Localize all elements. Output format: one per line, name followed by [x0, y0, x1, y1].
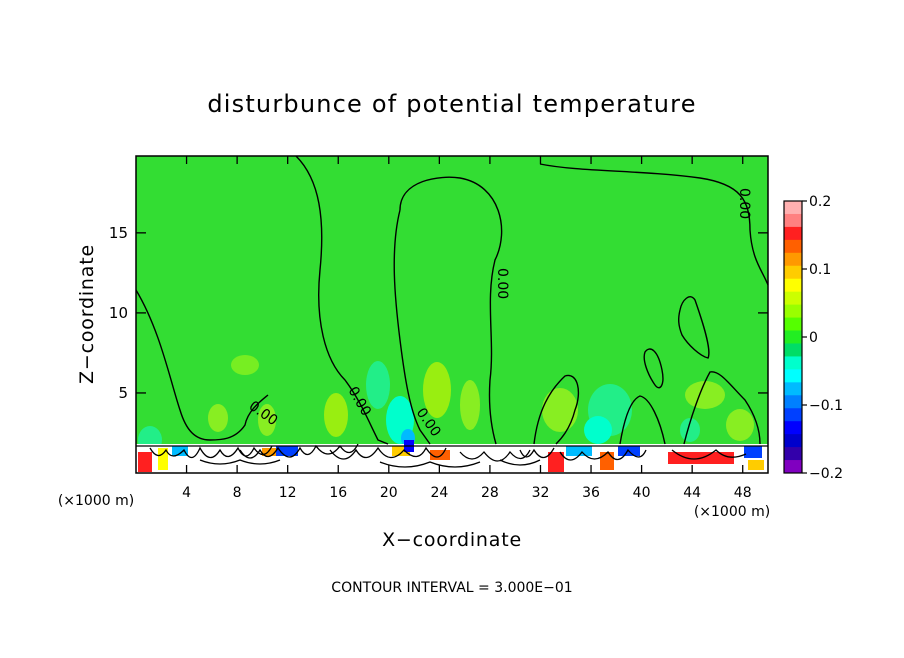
- colorbar-swatch: [784, 395, 802, 409]
- colorbar-swatch: [784, 447, 802, 461]
- y-tick-label: 5: [118, 384, 128, 402]
- cool-patch: [584, 416, 612, 444]
- colorbar-swatch: [784, 252, 802, 267]
- contour-line: [393, 209, 431, 445]
- colorbar-tick-label: −0.1: [809, 398, 843, 414]
- colorbar-swatch: [784, 291, 802, 306]
- x-tick-label: 12: [279, 485, 297, 501]
- surface-contours: [136, 443, 768, 468]
- contour-line: [135, 289, 269, 441]
- warm-patch: [208, 404, 228, 432]
- colorbar-swatch: [784, 460, 802, 474]
- contour-line: [619, 395, 666, 445]
- surface-cool: [172, 446, 188, 456]
- colorbar-swatch: [784, 356, 802, 370]
- cool-patch: [680, 418, 700, 442]
- colorbar-tick-label: 0: [809, 330, 818, 346]
- y-axis: 5 10 15: [109, 224, 768, 402]
- colorbar-swatch: [784, 265, 802, 280]
- contour-label: 0.00: [736, 188, 752, 219]
- warm-patch: [423, 362, 451, 418]
- surface-warm: [748, 460, 764, 470]
- contour-line: [533, 374, 580, 445]
- surface-layer: [136, 440, 768, 473]
- contour-line: [683, 371, 761, 445]
- x-tick-label: 16: [329, 485, 347, 501]
- x-tick-label: 4: [182, 485, 191, 501]
- contour-line: [643, 348, 664, 389]
- colorbar-swatch: [784, 278, 802, 293]
- colorbar-swatch: [784, 317, 802, 332]
- x-tick-label: 48: [734, 485, 752, 501]
- surface-warm: [600, 452, 614, 470]
- surface-warm: [158, 448, 168, 470]
- x-tick-label: 36: [582, 485, 600, 501]
- colorbar-swatch: [784, 434, 802, 448]
- surface-warm: [430, 450, 450, 460]
- warm-patch: [685, 381, 725, 409]
- surface-cool: [566, 446, 592, 456]
- contour-line: [677, 296, 710, 359]
- colorbar-swatch: [784, 408, 802, 422]
- contour-line: [399, 176, 503, 445]
- surface-cool: [744, 446, 762, 458]
- x-tick-label: 28: [481, 485, 499, 501]
- x-unit-left: (×1000 m): [58, 493, 134, 509]
- plot-area: [136, 156, 768, 473]
- colorbar-swatch: [784, 369, 802, 383]
- colorbar-tick-label: −0.2: [809, 466, 843, 482]
- colorbar-swatch: [784, 226, 802, 241]
- colorbar-swatch: [784, 421, 802, 435]
- x-tick-label: 8: [233, 485, 242, 501]
- warm-patch: [231, 355, 259, 375]
- colorbar-swatch: [784, 201, 802, 215]
- colorbar-tick-label: 0.2: [809, 194, 831, 210]
- contour-line: [295, 155, 389, 445]
- contour-interval-note: CONTOUR INTERVAL = 3.000E−01: [331, 580, 572, 596]
- x-axis-label: X−coordinate: [382, 529, 522, 551]
- zero-contours: [135, 155, 769, 445]
- colorbar-swatch: [784, 213, 802, 228]
- y-axis-label: Z−coordinate: [76, 244, 98, 384]
- x-tick-label: 44: [683, 485, 701, 501]
- colorbar-swatch: [784, 239, 802, 254]
- x-tick-label: 24: [430, 485, 448, 501]
- colorbar-swatch: [784, 343, 802, 357]
- contour-label: 0.00: [494, 268, 510, 299]
- surface-warm: [392, 446, 410, 456]
- y-tick-label: 15: [109, 224, 128, 242]
- colorbar-swatch: [784, 382, 802, 396]
- warm-patch: [542, 388, 578, 432]
- warm-patch: [324, 393, 348, 437]
- warm-patch: [258, 404, 276, 436]
- chart-title: disturbunce of potential temperature: [207, 90, 696, 118]
- contour-line: [539, 163, 769, 286]
- y-tick-label: 10: [109, 304, 128, 322]
- colorbar-swatch: [784, 304, 802, 319]
- surface-warm: [548, 452, 564, 472]
- warm-patch: [460, 380, 480, 430]
- surface-cool: [276, 446, 298, 456]
- colorbar-swatch: [784, 330, 802, 344]
- surface-warm: [262, 448, 280, 456]
- x-axis: 4 8 12 16 20 24 28 32 36 40 44 48: [182, 156, 752, 501]
- plot-frame: [135, 155, 769, 474]
- x-tick-label: 32: [532, 485, 550, 501]
- surface-warm: [138, 452, 152, 472]
- x-unit-right: (×1000 m): [694, 504, 770, 520]
- colorbar: 0.2 0.1 0 −0.1 −0.2: [783, 194, 843, 482]
- cool-patch: [366, 361, 390, 409]
- x-tick-label: 20: [380, 485, 398, 501]
- x-tick-label: 40: [633, 485, 651, 501]
- colorbar-tick-label: 0.1: [809, 262, 831, 278]
- warm-patch: [726, 409, 754, 441]
- surface-band: [136, 444, 768, 473]
